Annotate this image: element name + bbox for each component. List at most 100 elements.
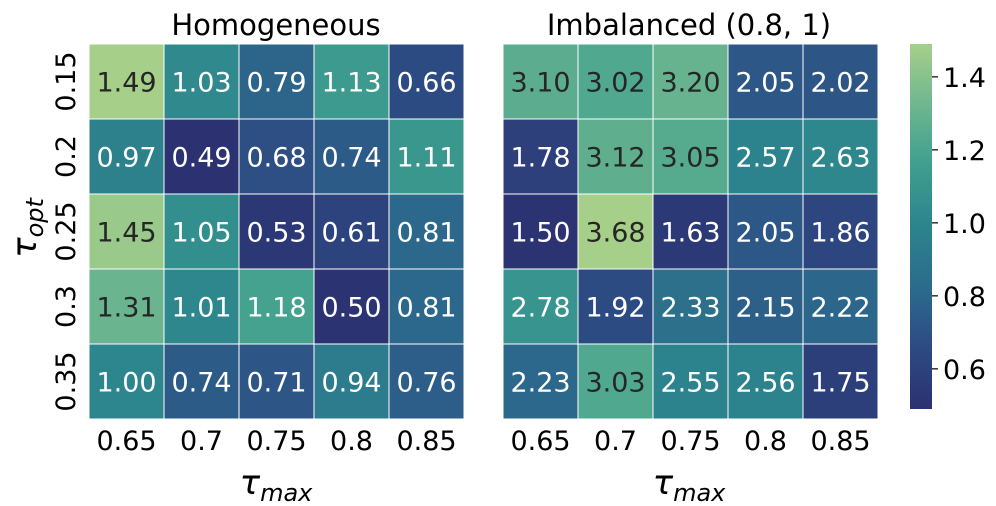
heatmap-cell [238,343,315,420]
colorbar-tick-label: 1.4 [943,63,986,94]
cell-value-label: 2.55 [660,368,720,399]
x-tick-label: 0.8 [744,426,787,457]
heatmap-cell [88,43,165,120]
cell-value-label: 1.75 [810,368,870,399]
heatmap-cell [652,268,729,345]
colorbar-tick-label: 0.6 [943,355,986,386]
colorbar-gradient [910,44,932,409]
y-tick-label: 0.3 [51,285,82,328]
heatmap-cell [502,343,579,420]
cell-value-label: 0.74 [171,368,231,399]
x-tick-label: 0.65 [96,426,156,457]
cell-value-label: 2.78 [510,293,570,324]
cell-value-label: 0.79 [246,68,306,99]
homogeneous-cells: 1.49 1.03 0.79 1.13 0.66 0.97 0.49 0.68 0.74 1.11… [88,43,465,420]
y-tick-label: 0.25 [51,201,82,261]
heatmap-cell [577,193,654,270]
homogeneous-y-ticks: 0.15 0.2 0.25 0.3 0.35 [51,51,82,411]
heatmap-cell [502,118,579,195]
cell-value-label: 2.22 [810,293,870,324]
x-tick-label: 0.85 [396,426,456,457]
y-tick-label: 0.35 [51,351,82,411]
x-tick-label: 0.85 [810,426,870,457]
x-tick-label: 0.75 [660,426,720,457]
colorbar-ticks: 0.6 0.8 1.0 1.2 1.4 [932,63,986,386]
cell-value-label: 3.10 [510,68,570,99]
x-tick-label: 0.8 [330,426,373,457]
heatmap-cell [577,43,654,120]
cell-value-label: 2.23 [510,368,570,399]
heatmap-cell [88,343,165,420]
cell-value-label: 2.56 [735,368,795,399]
heatmap-cell [163,268,240,345]
cell-value-label: 1.13 [321,68,381,99]
heatmap-cell [163,43,240,120]
heatmap-cell [727,343,804,420]
heatmap-cell [652,43,729,120]
cell-value-label: 1.50 [510,218,570,249]
y-tick-label: 0.2 [51,135,82,178]
heatmap-cell [802,268,879,345]
cell-value-label: 1.00 [96,368,156,399]
x-axis-label-imbalanced: τmax [653,463,727,506]
colorbar: 0.6 0.8 1.0 1.2 1.4 [910,44,986,409]
imbalanced-x-ticks: 0.65 0.7 0.75 0.8 0.85 [510,426,870,457]
cell-value-label: 1.45 [96,218,156,249]
heatmap-cell [577,343,654,420]
cell-value-label: 3.03 [585,368,645,399]
cell-value-label: 1.05 [171,218,231,249]
imbalanced-cells: 3.10 3.02 3.20 2.05 2.02 1.78 3.12 3.05 2.57 2.63… [502,43,879,420]
cell-value-label: 1.86 [810,218,870,249]
x-tick-label: 0.7 [594,426,637,457]
x-tick-label: 0.65 [510,426,570,457]
heatmap-cell [727,43,804,120]
cell-value-label: 2.15 [735,293,795,324]
cell-value-label: 1.11 [396,143,456,174]
cell-value-label: 0.66 [396,68,456,99]
cell-value-label: 0.49 [171,143,231,174]
heatmap-cell [238,193,315,270]
cell-value-label: 3.12 [585,143,645,174]
colorbar-tick-label: 1.2 [943,136,986,167]
cell-value-label: 0.53 [246,218,306,249]
cell-value-label: 3.68 [585,218,645,249]
cell-value-label: 0.71 [246,368,306,399]
homogeneous-panel: Homogeneous 1.49 1.03 0.79 1.13 0.66 0.97 0.49… [5,8,465,506]
heatmap-cell [238,118,315,195]
heatmap-cell [388,43,465,120]
cell-value-label: 0.81 [396,293,456,324]
heatmap-cell [163,343,240,420]
heatmap-cell [502,193,579,270]
colorbar-tick-label: 0.8 [943,282,986,313]
heatmap-cell [88,118,165,195]
heatmap-cell [652,343,729,420]
heatmap-cell [388,118,465,195]
heatmap-cell [313,268,390,345]
cell-value-label: 0.68 [246,143,306,174]
cell-value-label: 1.18 [246,293,306,324]
homogeneous-x-ticks: 0.65 0.7 0.75 0.8 0.85 [96,426,456,457]
heatmap-cell [313,193,390,270]
cell-value-label: 0.97 [96,143,156,174]
cell-value-label: 1.49 [96,68,156,99]
cell-value-label: 1.78 [510,143,570,174]
heatmap-cell [388,268,465,345]
heatmap-cell [727,193,804,270]
cell-value-label: 1.03 [171,68,231,99]
cell-value-label: 2.05 [735,218,795,249]
panel-title-imbalanced: Imbalanced (0.8, 1) [547,8,831,42]
cell-value-label: 0.50 [321,293,381,324]
cell-value-label: 0.94 [321,368,381,399]
heatmap-cell [802,43,879,120]
x-tick-label: 0.7 [180,426,223,457]
cell-value-label: 2.63 [810,143,870,174]
heatmap-cell [163,193,240,270]
heatmap-cell [238,268,315,345]
cell-value-label: 3.05 [660,143,720,174]
cell-value-label: 1.31 [96,293,156,324]
cell-value-label: 0.74 [321,143,381,174]
heatmap-cell [388,193,465,270]
x-tick-label: 0.75 [246,426,306,457]
cell-value-label: 2.05 [735,68,795,99]
